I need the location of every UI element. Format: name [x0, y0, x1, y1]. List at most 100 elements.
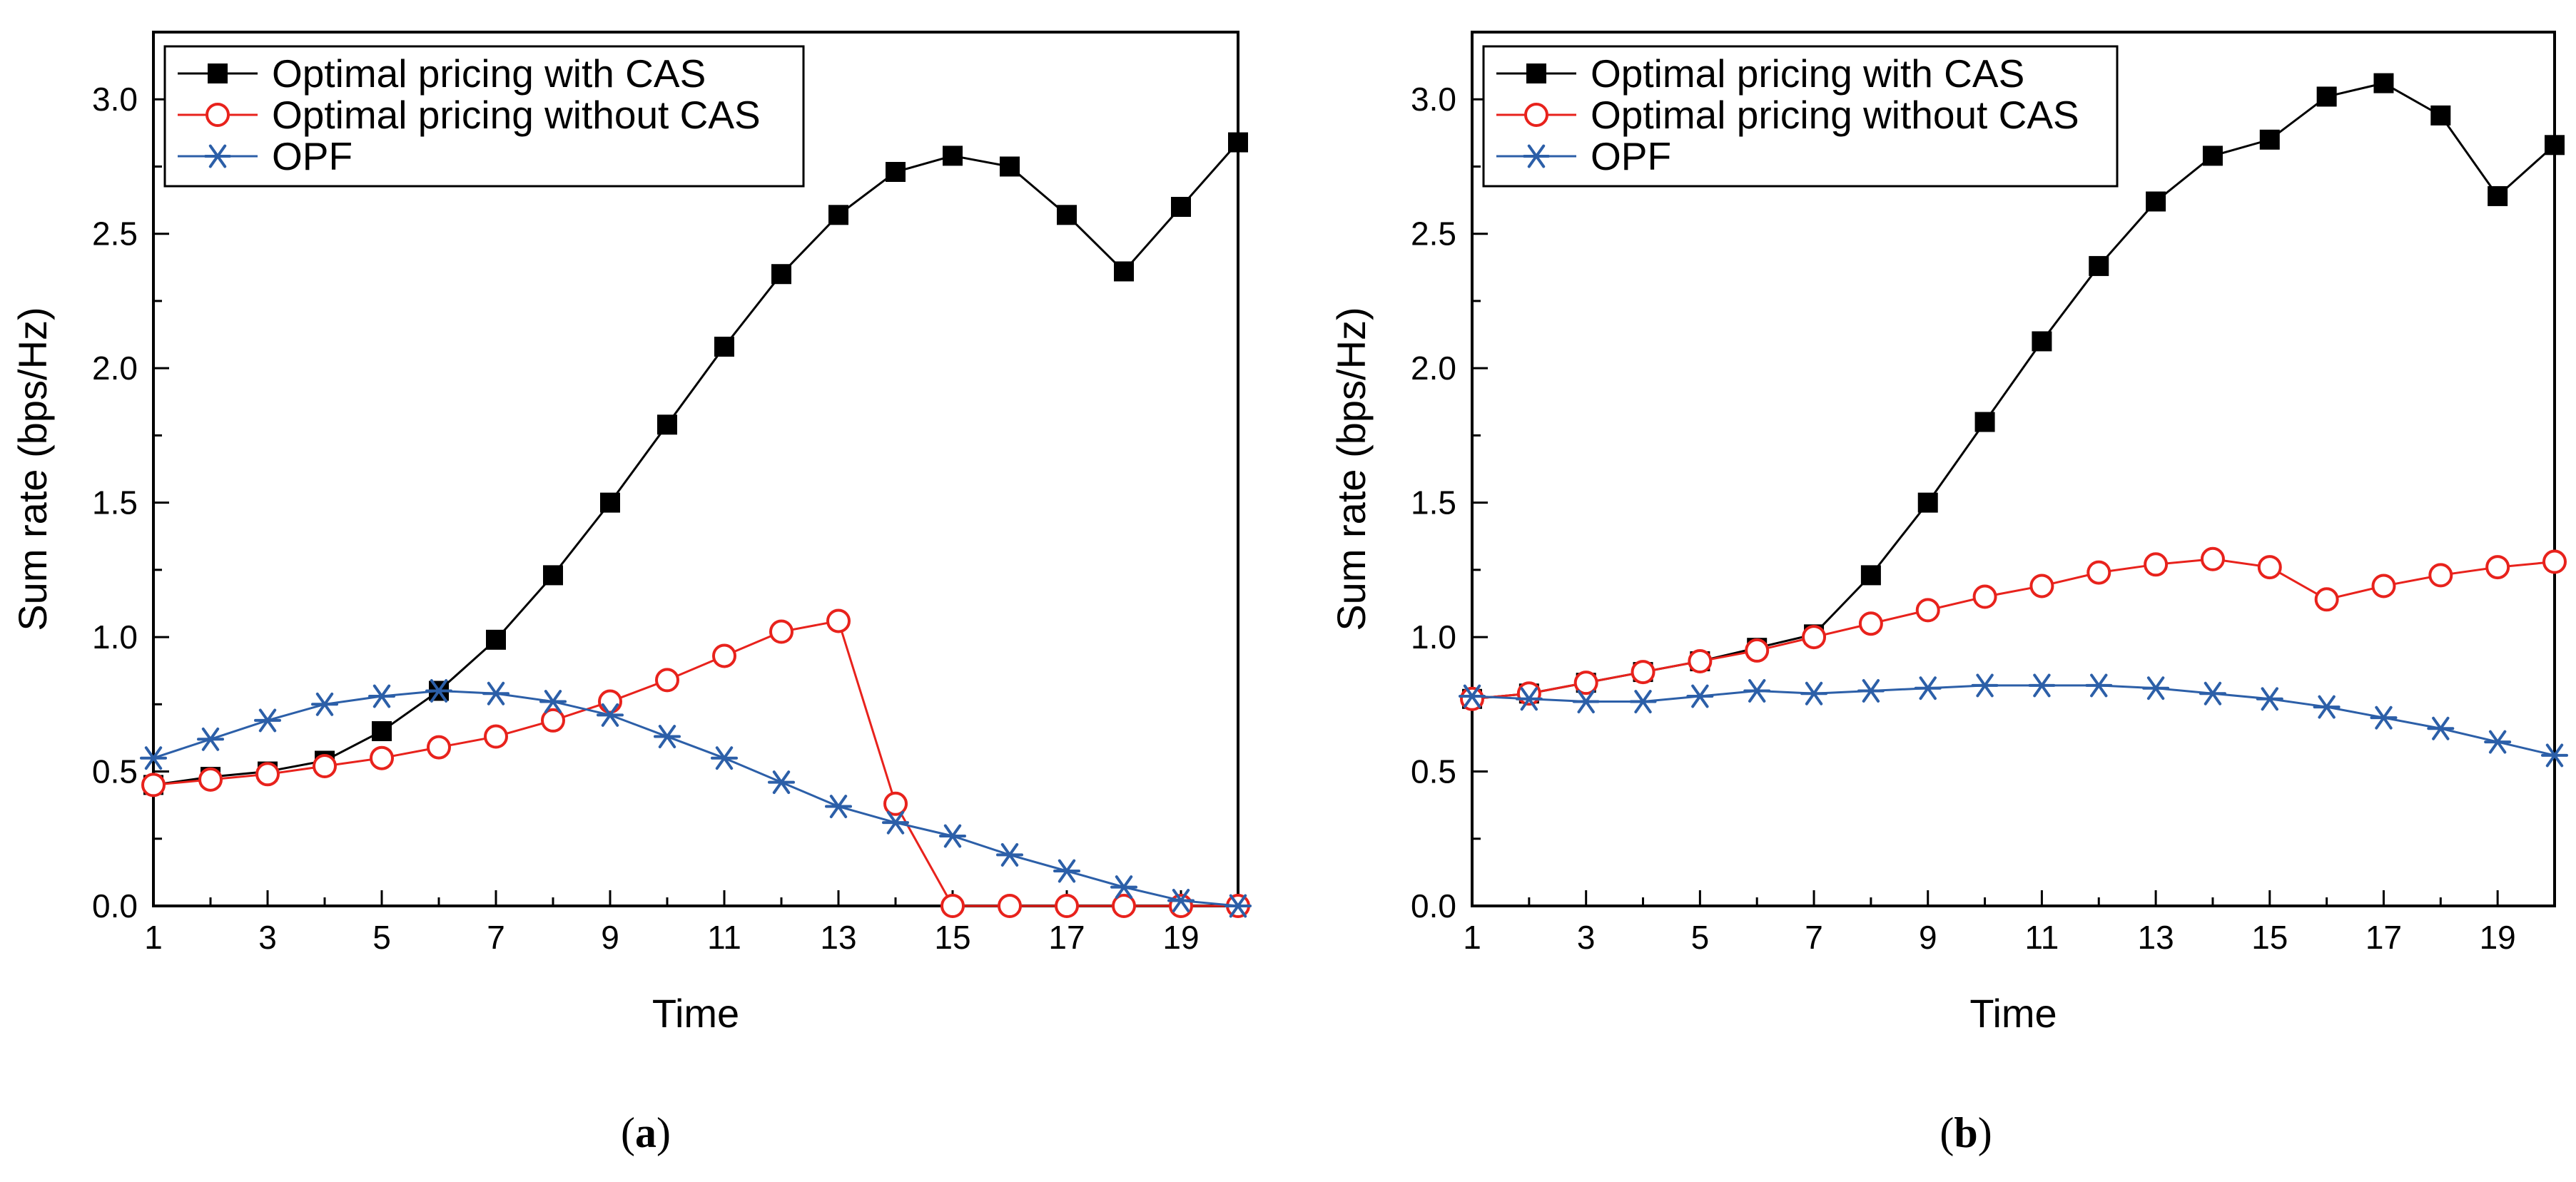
marker-square	[828, 205, 848, 225]
marker-asterisk	[825, 795, 852, 818]
marker-square	[714, 337, 734, 357]
marker-circle	[1055, 894, 1079, 918]
marker-asterisk	[368, 684, 395, 708]
series-line	[153, 689, 1239, 907]
marker-square	[543, 565, 563, 586]
marker-circle	[198, 767, 223, 792]
marker-circle	[2428, 563, 2453, 588]
marker-circle	[2542, 549, 2567, 574]
y-tick-label: 3.0	[1411, 81, 1456, 118]
marker-asterisk	[711, 746, 738, 770]
marker-square	[2430, 105, 2451, 126]
series-optimal-pricing-with-cas	[143, 132, 1248, 795]
x-tick-label: 15	[2251, 919, 2288, 956]
x-tick-label: 13	[820, 919, 856, 956]
marker-square	[771, 264, 791, 285]
x-axis-title: Time	[1969, 991, 2057, 1036]
x-tick-label: 7	[1805, 919, 1823, 956]
marker-asterisk	[204, 144, 231, 168]
legend-item: Optimal pricing with CAS	[1496, 51, 2024, 96]
marker-asterisk	[1857, 679, 1885, 703]
legend-label: Optimal pricing with CAS	[272, 51, 706, 96]
series-opf	[1459, 673, 2568, 768]
x-tick-label: 13	[2138, 919, 2174, 956]
x-tick-label: 5	[372, 919, 391, 956]
x-tick-label: 9	[1919, 919, 1937, 956]
x-tick-label: 1	[1463, 919, 1481, 956]
marker-asterisk	[1224, 894, 1252, 918]
series-group	[140, 132, 1252, 918]
marker-asterisk	[140, 746, 167, 770]
y-tick-label: 0.5	[1411, 753, 1456, 790]
marker-square	[1860, 565, 1881, 586]
marker-circle	[541, 708, 565, 733]
marker-asterisk	[597, 703, 624, 727]
marker-asterisk	[311, 692, 338, 716]
series-line	[153, 141, 1239, 786]
marker-square	[208, 63, 228, 83]
marker-asterisk	[1629, 690, 1657, 713]
marker-square	[2032, 331, 2052, 352]
marker-square	[1000, 156, 1020, 177]
marker-square	[1917, 492, 1938, 513]
marker-circle	[655, 668, 679, 693]
marker-circle	[2144, 552, 2169, 577]
y-axis: 0.0 0.5 1.0 1.5 2.0 2.5 3.0	[1411, 81, 1488, 924]
marker-asterisk	[2370, 705, 2398, 730]
marker-asterisk	[2085, 673, 2113, 698]
x-tick-label: 11	[707, 919, 741, 956]
marker-circle	[141, 773, 166, 798]
marker-asterisk	[1971, 673, 1999, 698]
marker-square	[1171, 197, 1191, 217]
legend-label: OPF	[1591, 134, 1671, 178]
x-axis: 1 3 5 7 9 11 13 15 17 19	[144, 890, 1239, 956]
marker-square	[1526, 63, 1546, 83]
x-axis: 1 3 5 7 9 11 13 15 17 19	[1463, 890, 2556, 956]
y-tick-label: 2.5	[1411, 215, 1456, 253]
marker-asterisk	[2028, 673, 2056, 698]
marker-asterisk	[2142, 676, 2170, 700]
marker-square	[1114, 261, 1134, 282]
chart-panel-a: 1 3 5 7 9 11 13 15 17 190.00.51.01.52.02.53.0Time…	[10, 31, 1252, 1156]
marker-asterisk	[425, 679, 452, 703]
marker-asterisk	[1167, 889, 1195, 912]
x-tick-label: 3	[258, 919, 277, 956]
series-optimal-pricing-without-cas	[1460, 546, 2567, 711]
legend-label: Optimal pricing without CAS	[272, 93, 761, 137]
y-axis: 0.0 0.5 1.0 1.5 2.0 2.5 3.0	[92, 81, 169, 924]
marker-asterisk	[882, 810, 909, 835]
y-tick-label: 1.0	[92, 618, 138, 656]
y-tick-label: 2.5	[92, 215, 138, 253]
marker-circle	[206, 103, 230, 127]
legend-label: OPF	[272, 134, 353, 178]
series-line	[1471, 684, 2555, 757]
marker-square	[2316, 86, 2337, 107]
y-tick-label: 3.0	[92, 81, 138, 118]
plot-frame	[152, 31, 1239, 907]
legend-item: Optimal pricing with CAS	[178, 51, 706, 96]
marker-circle	[1915, 598, 1940, 623]
marker-circle	[255, 762, 280, 787]
marker-circle	[2257, 555, 2282, 580]
marker-circle	[2371, 574, 2396, 598]
marker-asterisk	[254, 708, 281, 733]
marker-circle	[427, 735, 451, 760]
marker-circle	[998, 894, 1022, 918]
marker-asterisk	[1743, 679, 1771, 703]
x-tick-label: 17	[1048, 919, 1085, 956]
marker-circle	[826, 608, 851, 633]
marker-circle	[712, 643, 736, 668]
marker-asterisk	[1914, 676, 1942, 700]
marker-asterisk	[1523, 144, 1550, 168]
marker-asterisk	[197, 727, 224, 751]
marker-circle	[769, 619, 793, 644]
series-group	[1459, 73, 2568, 768]
y-tick-label: 0.0	[1411, 887, 1456, 924]
marker-circle	[1858, 611, 1883, 636]
legend-item: Optimal pricing without CAS	[178, 93, 761, 137]
marker-asterisk	[1110, 875, 1137, 900]
marker-asterisk	[939, 824, 966, 848]
marker-circle	[1112, 894, 1136, 918]
x-tick-label: 7	[487, 919, 505, 956]
y-tick-label: 1.5	[1411, 484, 1456, 521]
